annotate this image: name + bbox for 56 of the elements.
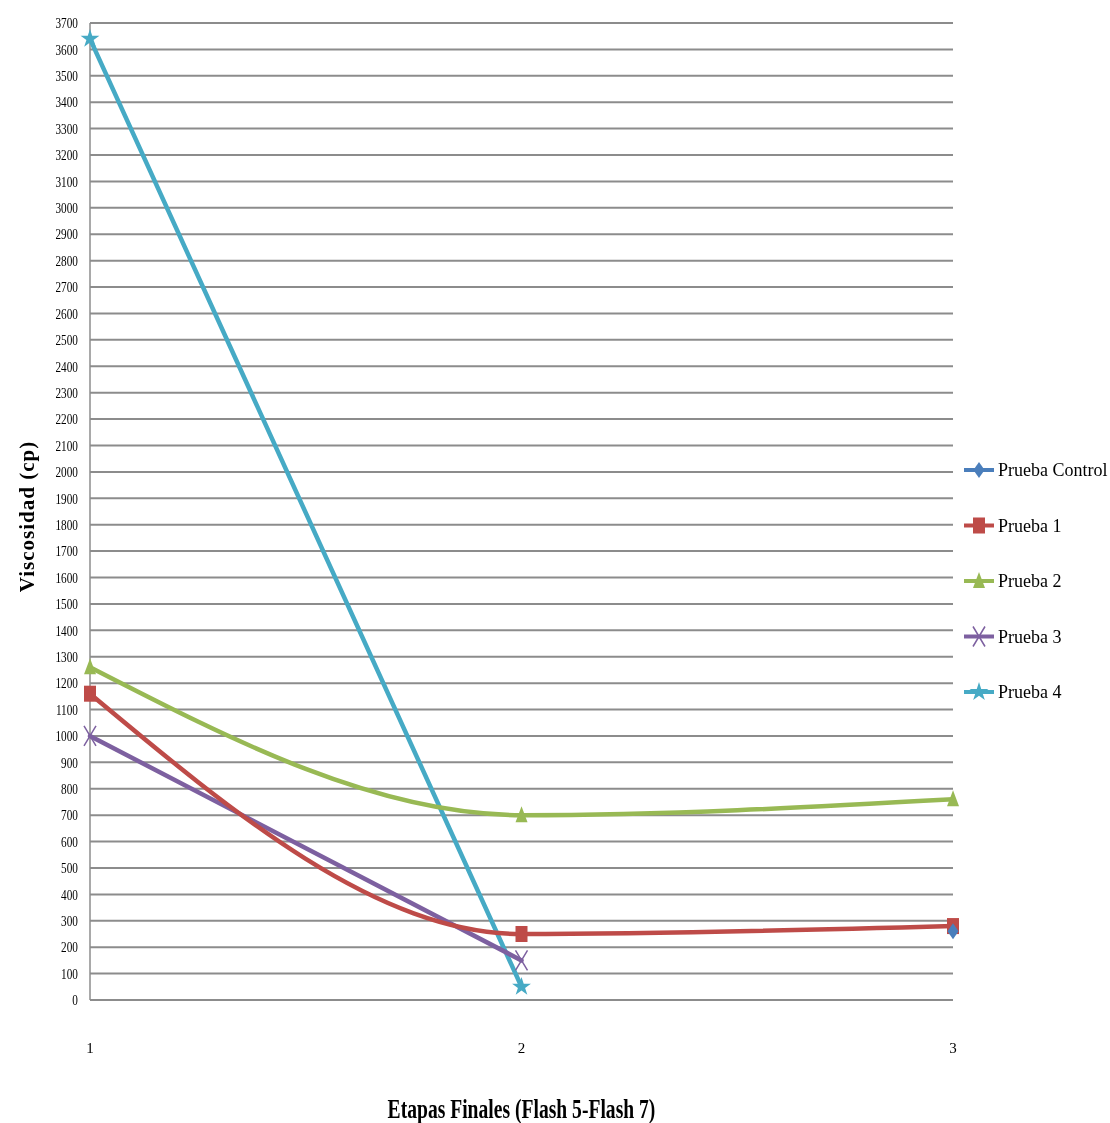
y-tick-label: 2900 bbox=[55, 225, 79, 243]
point bbox=[515, 925, 528, 942]
x-tick-label: 3 bbox=[949, 1040, 957, 1056]
y-tick-label: 1500 bbox=[55, 595, 79, 613]
x-tick-label: 1 bbox=[86, 1040, 94, 1056]
y-tick-label: 1200 bbox=[55, 674, 79, 692]
y-tick-label: 800 bbox=[61, 780, 79, 798]
legend-label: Prueba 4 bbox=[998, 682, 1062, 703]
y-tick-label: 300 bbox=[61, 912, 79, 930]
y-tick-label: 3400 bbox=[55, 93, 79, 111]
y-tick-label: 200 bbox=[61, 938, 79, 956]
point bbox=[80, 28, 100, 47]
y-tick-label: 2600 bbox=[55, 305, 79, 323]
y-tick-label: 2500 bbox=[55, 331, 79, 349]
legend-label: Prueba Control bbox=[998, 460, 1108, 481]
y-tick-label: 2100 bbox=[55, 437, 79, 455]
y-tick-label: 1900 bbox=[55, 489, 79, 507]
y-tick-label: 2400 bbox=[55, 357, 79, 375]
y-tick-label: 2800 bbox=[55, 252, 79, 270]
y-axis-title: Viscosidad (cp) bbox=[15, 440, 39, 593]
y-tick-label: 3100 bbox=[55, 173, 79, 191]
y-tick-label: 600 bbox=[61, 833, 79, 851]
legend-label: Prueba 1 bbox=[998, 515, 1062, 536]
x-tick-label: 2 bbox=[517, 1040, 526, 1056]
y-tick-label: 1800 bbox=[55, 516, 79, 534]
y-tick-label: 100 bbox=[61, 965, 79, 983]
y-tick-label: 2200 bbox=[55, 410, 79, 428]
point bbox=[947, 923, 959, 940]
y-tick-label: 2300 bbox=[55, 384, 79, 402]
legend-label: Prueba 2 bbox=[998, 571, 1062, 592]
y-tick-label: 0 bbox=[72, 991, 79, 1009]
y-tick-label: 3500 bbox=[55, 67, 79, 85]
y-tick-label: 1600 bbox=[55, 569, 79, 587]
y-tick-label: 700 bbox=[61, 806, 79, 824]
y-tick-label: 3000 bbox=[55, 199, 79, 217]
point bbox=[512, 976, 531, 995]
point bbox=[515, 806, 528, 823]
x-axis-title: Etapas Finales (Flash 5-Flash 7) bbox=[387, 1092, 656, 1123]
y-tick-label: 3300 bbox=[55, 120, 79, 138]
y-tick-label: 1700 bbox=[55, 542, 79, 560]
y-tick-label: 2700 bbox=[55, 278, 79, 296]
y-tick-label: 2000 bbox=[55, 463, 79, 481]
legend-label: Prueba 3 bbox=[998, 626, 1062, 647]
y-tick-label: 900 bbox=[61, 754, 79, 771]
point bbox=[84, 658, 96, 675]
y-tick-label: 3600 bbox=[55, 41, 79, 59]
y-tick-label: 1000 bbox=[55, 727, 79, 745]
y-tick-label: 500 bbox=[61, 859, 79, 877]
y-tick-label: 1400 bbox=[55, 622, 79, 639]
y-tick-label: 400 bbox=[61, 886, 79, 904]
y-tick-label: 1100 bbox=[55, 701, 79, 719]
point bbox=[84, 685, 96, 702]
y-tick-label: 3200 bbox=[55, 146, 79, 164]
y-tick-label: 3700 bbox=[55, 14, 79, 32]
point bbox=[947, 790, 959, 807]
y-tick-label: 1300 bbox=[55, 648, 79, 666]
